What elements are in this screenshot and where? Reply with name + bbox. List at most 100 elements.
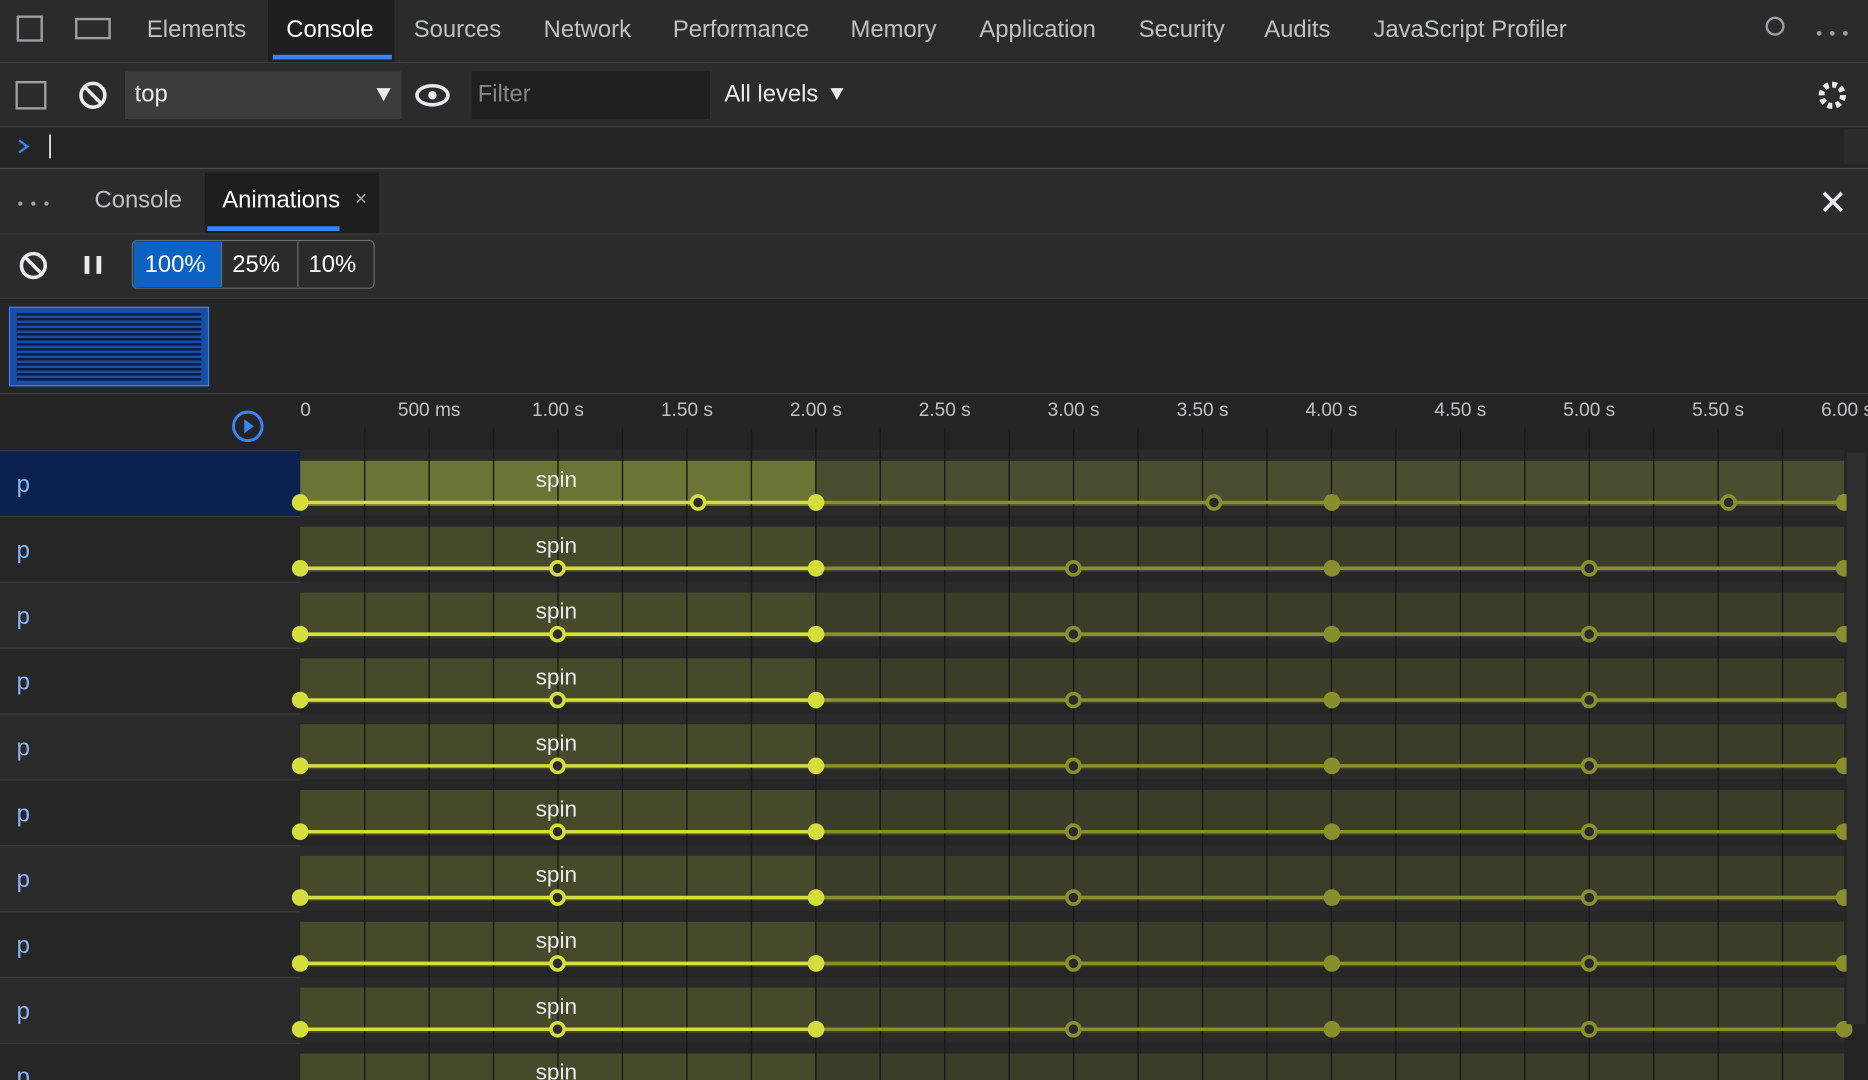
row-node[interactable]: p [17, 603, 30, 630]
keyframe[interactable] [291, 757, 309, 775]
keyframe[interactable] [1065, 560, 1082, 577]
keyframe[interactable] [291, 889, 309, 906]
playback-rate[interactable]: 25% [232, 251, 280, 278]
live-expression[interactable] [415, 83, 450, 107]
filter-placeholder: Filter [478, 81, 531, 108]
main-tab[interactable]: Sources [414, 16, 501, 43]
keyframe[interactable] [1323, 889, 1341, 906]
keyframe[interactable] [291, 1020, 309, 1038]
keyframe[interactable] [807, 955, 825, 972]
main-tab[interactable]: Security [1139, 16, 1225, 43]
main-tab[interactable]: JavaScript Profiler [1373, 16, 1566, 43]
main-tab[interactable]: Console [286, 16, 373, 43]
clear-console[interactable] [79, 81, 107, 109]
keyframe[interactable] [1580, 691, 1598, 709]
keyframe[interactable] [1323, 560, 1341, 577]
row-node[interactable]: p [17, 471, 30, 498]
keyframe[interactable] [1580, 757, 1598, 775]
keyframe[interactable] [549, 691, 566, 709]
levels-dropdown[interactable]: All levels [724, 81, 818, 108]
keyframe[interactable] [1323, 625, 1341, 643]
pause[interactable] [84, 256, 90, 274]
drawer-tab[interactable]: Animations [222, 187, 340, 214]
keyframe[interactable] [1323, 494, 1341, 511]
row-node[interactable]: p [17, 998, 30, 1025]
keyframe[interactable] [807, 757, 825, 775]
close-drawer[interactable] [1822, 191, 1844, 213]
keyframe[interactable] [291, 955, 309, 972]
settings[interactable] [1818, 81, 1846, 109]
row-node[interactable]: p [17, 537, 30, 564]
keyframe[interactable] [1065, 625, 1082, 643]
main-tab[interactable]: Audits [1264, 16, 1330, 43]
playback-rate[interactable]: 100% [145, 251, 206, 278]
keyframe[interactable] [1065, 757, 1082, 775]
row-node[interactable]: p [17, 932, 30, 959]
keyframe[interactable] [549, 889, 566, 906]
keyframe[interactable] [291, 691, 309, 709]
more-menu[interactable] [1816, 30, 1848, 36]
time-tick: 1.50 s [661, 400, 713, 421]
keyframe[interactable] [1323, 757, 1341, 775]
keyframe[interactable] [1580, 823, 1598, 841]
context-select[interactable] [125, 71, 402, 120]
device-icon[interactable] [75, 17, 111, 40]
main-tab[interactable]: Memory [850, 16, 936, 43]
keyframe[interactable] [807, 494, 825, 511]
main-tab[interactable]: Elements [147, 16, 246, 43]
keyframe[interactable] [291, 494, 309, 511]
keyframe[interactable] [1065, 823, 1082, 841]
keyframe[interactable] [807, 560, 825, 577]
keyframe[interactable] [689, 494, 707, 511]
row-node[interactable]: p [17, 800, 30, 827]
keyframe[interactable] [807, 691, 825, 709]
keyframe[interactable] [1323, 823, 1341, 841]
feedback-icon[interactable] [1765, 16, 1785, 36]
keyframe[interactable] [807, 625, 825, 643]
drawer-tab[interactable]: Console [94, 187, 181, 214]
row-node[interactable]: p [17, 866, 30, 893]
keyframe[interactable] [549, 955, 566, 972]
keyframe[interactable] [1065, 889, 1082, 906]
main-tab[interactable]: Application [979, 16, 1096, 43]
keyframe[interactable] [807, 1020, 825, 1038]
keyframe[interactable] [549, 757, 566, 775]
inspect-icon[interactable] [16, 15, 43, 42]
keyframe[interactable] [1065, 691, 1082, 709]
close-tab[interactable]: × [355, 187, 368, 211]
keyframe[interactable] [807, 823, 825, 841]
keyframe[interactable] [1323, 691, 1341, 709]
animation-name: spin [536, 599, 577, 624]
keyframe[interactable] [291, 823, 309, 841]
keyframe[interactable] [1065, 955, 1082, 972]
main-tab[interactable]: Network [544, 16, 631, 43]
keyframe[interactable] [549, 1020, 566, 1038]
keyframe[interactable] [1580, 1020, 1598, 1038]
keyframe[interactable] [1580, 955, 1598, 972]
keyframe[interactable] [1720, 494, 1737, 511]
clear-animations[interactable] [19, 251, 48, 280]
time-tick: 6.00 s [1821, 400, 1868, 421]
main-tab[interactable]: Performance [673, 16, 809, 43]
row-node[interactable]: p [17, 735, 30, 762]
keyframe[interactable] [1323, 955, 1341, 972]
keyframe[interactable] [1835, 1020, 1853, 1038]
keyframe[interactable] [549, 560, 566, 577]
playback-rate[interactable]: 10% [309, 251, 357, 278]
replay[interactable] [232, 410, 264, 443]
keyframe[interactable] [1205, 494, 1223, 511]
keyframe[interactable] [1580, 625, 1598, 643]
keyframe[interactable] [1580, 889, 1598, 906]
filter-input[interactable] [471, 71, 711, 120]
keyframe[interactable] [549, 625, 566, 643]
row-node[interactable]: p [17, 1064, 30, 1080]
keyframe[interactable] [549, 823, 566, 841]
keyframe[interactable] [1065, 1020, 1082, 1038]
sidebar-toggle[interactable] [15, 80, 47, 110]
keyframe[interactable] [291, 625, 309, 643]
keyframe[interactable] [1323, 1020, 1341, 1038]
keyframe[interactable] [291, 560, 309, 577]
keyframe[interactable] [807, 889, 825, 906]
row-node[interactable]: p [17, 669, 30, 696]
keyframe[interactable] [1580, 560, 1598, 577]
